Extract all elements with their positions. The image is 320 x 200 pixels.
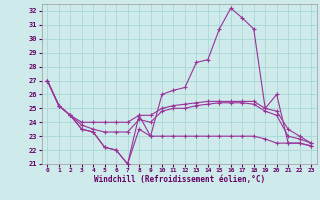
X-axis label: Windchill (Refroidissement éolien,°C): Windchill (Refroidissement éolien,°C) — [94, 175, 265, 184]
